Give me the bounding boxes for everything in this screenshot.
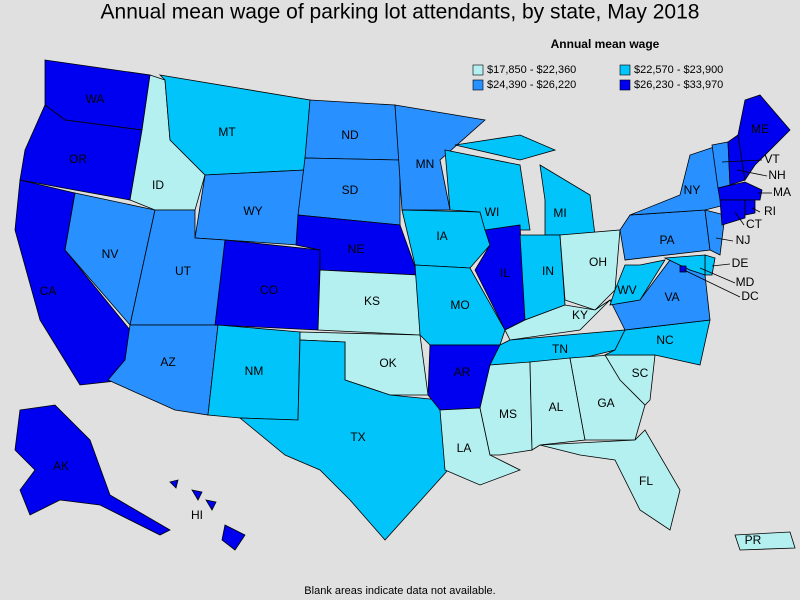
state-mi [454, 134, 557, 161]
state-label: OK [379, 356, 396, 370]
state-tx [238, 339, 449, 541]
legend-swatch [619, 64, 631, 76]
state-label: NY [684, 183, 701, 197]
legend-label: $24,390 - $26,220 [487, 79, 576, 91]
state-label: GA [597, 396, 614, 410]
state-mn [394, 104, 486, 211]
state-ak [14, 404, 171, 536]
state-label: MT [218, 125, 236, 139]
state-label: PR [745, 533, 762, 547]
state-label: AK [53, 459, 69, 473]
state-label: NJ [736, 233, 751, 247]
state-label: MO [450, 298, 469, 312]
leader-line [711, 263, 731, 267]
state-ny [629, 144, 726, 216]
state-label: MA [773, 185, 791, 199]
state-label: ID [152, 178, 164, 192]
state-nj [704, 209, 726, 256]
legend-swatch [619, 79, 631, 91]
leader-line [721, 159, 763, 163]
legend-label: $22,570 - $23,900 [634, 64, 723, 76]
legend-swatch [472, 79, 484, 91]
footnote: Blank areas indicate data not available. [304, 585, 495, 597]
state-label: SD [342, 183, 359, 197]
state-label: ME [751, 122, 769, 136]
state-label: AL [549, 400, 564, 414]
state-label: ND [341, 128, 359, 142]
state-label: KY [572, 308, 588, 322]
state-wv [609, 259, 666, 306]
state-label: NH [768, 168, 785, 182]
state-label: SC [632, 366, 649, 380]
map-title: Annual mean wage of parking lot attendan… [101, 1, 700, 24]
state-label: NE [348, 242, 365, 256]
state-label: FL [639, 474, 653, 488]
leader-line [699, 267, 736, 284]
state-label: OR [69, 152, 87, 166]
leader-line [683, 269, 741, 298]
legend-title: Annual mean wage [551, 37, 660, 51]
state-label: PA [659, 233, 674, 247]
state-label: TN [552, 342, 568, 356]
state-pr [734, 531, 796, 551]
state-label: KS [364, 294, 380, 308]
state-label: WV [617, 283, 636, 297]
state-label: MS [499, 407, 517, 421]
state-label: NM [245, 364, 264, 378]
state-ma [717, 181, 763, 201]
state-label: UT [175, 264, 192, 278]
state-label: WY [243, 204, 262, 218]
state-label: OH [589, 255, 607, 269]
state-hi [191, 489, 203, 501]
state-label: VA [664, 290, 679, 304]
state-label: HI [191, 508, 203, 522]
state-label: DC [741, 289, 759, 303]
state-label: MN [416, 157, 435, 171]
state-label: WI [485, 205, 500, 219]
state-label: IN [542, 264, 554, 278]
leader-line [715, 237, 734, 242]
leader-line [751, 207, 761, 213]
state-label: NV [102, 247, 119, 261]
leader-line [736, 169, 768, 177]
state-label: AR [454, 365, 471, 379]
state-label: NC [656, 333, 674, 347]
state-oh [559, 229, 621, 311]
state-ky [504, 299, 611, 341]
state-label: DE [732, 256, 749, 270]
state-label: AZ [160, 355, 175, 369]
state-label: IA [436, 229, 447, 243]
leader-line [734, 211, 745, 226]
state-label: VT [764, 152, 780, 166]
state-dc [679, 265, 687, 273]
legend-label: $26,230 - $33,970 [634, 79, 723, 91]
state-fl [539, 429, 681, 531]
state-ct [719, 199, 746, 226]
state-ga [569, 354, 646, 441]
state-mi [539, 164, 596, 236]
state-label: IL [500, 266, 510, 280]
legend-swatch [472, 64, 484, 76]
state-ri [744, 199, 756, 216]
state-label: TX [350, 430, 365, 444]
state-hi [221, 524, 246, 551]
state-label: LA [457, 441, 472, 455]
state-al [529, 357, 586, 451]
state-label: CA [40, 284, 57, 298]
legend-label: $17,850 - $22,360 [487, 64, 576, 76]
state-label: RI [764, 204, 776, 218]
state-hi [169, 479, 179, 489]
state-label: WA [86, 92, 105, 106]
state-hi [205, 499, 217, 511]
state-label: CO [260, 283, 278, 297]
state-label: MD [736, 275, 755, 289]
state-ia [401, 209, 491, 269]
state-me [737, 94, 791, 182]
state-label: MI [553, 206, 566, 220]
state-label: CT [746, 217, 763, 231]
